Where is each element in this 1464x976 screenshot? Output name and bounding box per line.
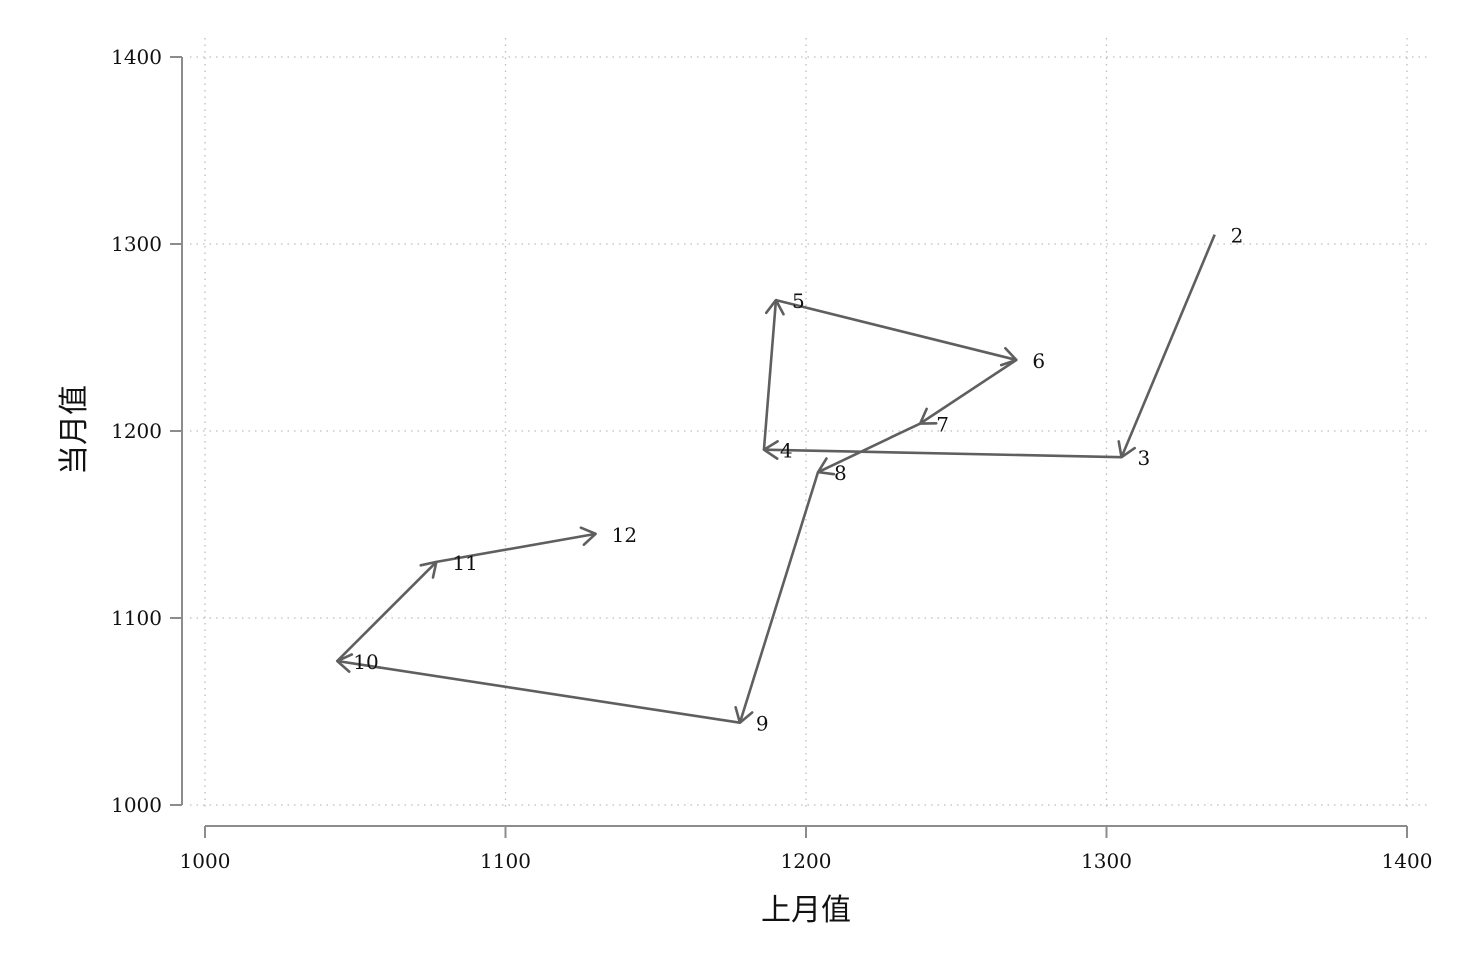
grid-layer bbox=[190, 38, 1428, 808]
arrow-segment bbox=[337, 659, 741, 725]
arrowhead bbox=[1117, 440, 1136, 459]
arrow-segment bbox=[436, 532, 596, 564]
point-label: 5 bbox=[792, 289, 805, 313]
x-tick-label: 1300 bbox=[1081, 849, 1132, 873]
point-label: 12 bbox=[612, 523, 637, 547]
point-label: 9 bbox=[756, 712, 769, 736]
point-label: 8 bbox=[834, 461, 847, 485]
point-label: 10 bbox=[353, 650, 378, 674]
arrow-segment bbox=[817, 422, 921, 474]
x-tick-label: 1400 bbox=[1382, 849, 1433, 873]
y-tick-label: 1400 bbox=[111, 45, 162, 69]
point-label: 2 bbox=[1231, 224, 1244, 248]
ticks-layer: 1000 1100 1200 1300 1400 1000 1100 1200 1300 1400 bbox=[111, 45, 1432, 873]
arrow-segment bbox=[738, 471, 820, 724]
arrow-segment bbox=[762, 299, 778, 450]
y-tick-label: 1300 bbox=[111, 232, 162, 256]
x-axis-title: 上月值 bbox=[761, 893, 851, 928]
arrow-segment bbox=[336, 560, 438, 662]
x-tick-label: 1200 bbox=[781, 849, 832, 873]
x-tick-label: 1100 bbox=[480, 849, 531, 873]
point-label: 4 bbox=[780, 439, 793, 463]
arrow-segment bbox=[919, 358, 1018, 425]
point-label: 3 bbox=[1138, 446, 1151, 470]
arrowhead bbox=[579, 526, 597, 547]
arrow-segment bbox=[763, 448, 1122, 459]
labels-layer: 2 3 4 5 6 7 8 9 10 11 12 bbox=[353, 224, 1243, 736]
arrow-segment bbox=[1120, 234, 1216, 458]
y-tick-label: 1000 bbox=[111, 793, 162, 817]
point-label: 7 bbox=[936, 413, 949, 437]
arrow-segment bbox=[775, 298, 1017, 362]
y-axis-title: 当月值 bbox=[57, 385, 92, 475]
point-label: 6 bbox=[1032, 349, 1045, 373]
y-tick-label: 1200 bbox=[111, 419, 162, 443]
axes-layer bbox=[181, 57, 1407, 827]
y-tick-label: 1100 bbox=[111, 606, 162, 630]
point-label: 11 bbox=[452, 551, 477, 575]
x-tick-label: 1000 bbox=[180, 849, 231, 873]
series-layer bbox=[335, 234, 1216, 725]
